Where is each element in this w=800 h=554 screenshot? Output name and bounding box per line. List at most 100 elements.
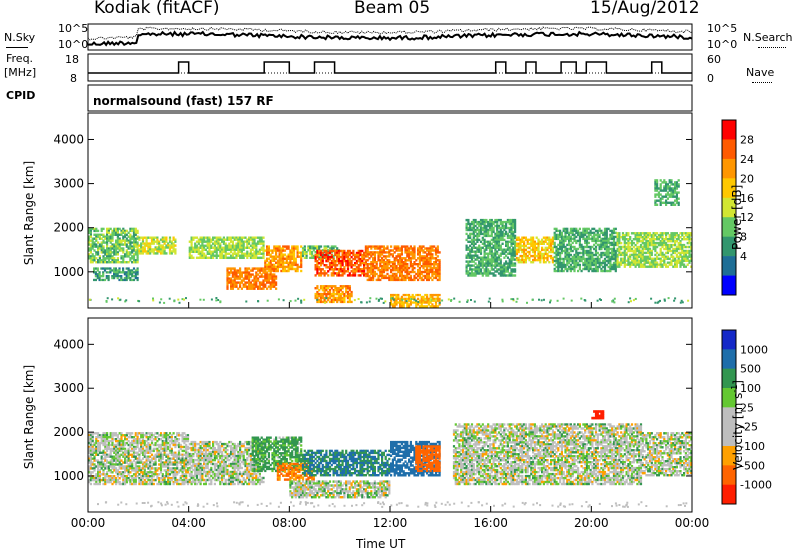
cell-power: [267, 281, 270, 284]
cell-power: [519, 258, 522, 262]
cell-power: [221, 256, 224, 259]
cell-power: [472, 272, 475, 275]
cell-power: [97, 259, 100, 262]
cell-power: [496, 246, 499, 249]
cell-power: [291, 265, 294, 269]
cell-power: [105, 267, 108, 270]
cell-power: [136, 276, 139, 280]
cell-power: [479, 264, 483, 267]
cell-power: [549, 301, 551, 304]
cell-power: [91, 257, 94, 260]
cell-power: [404, 247, 407, 250]
cell-power: [226, 244, 229, 247]
cell-power: [508, 240, 511, 243]
cell-power: [465, 246, 468, 249]
cell-power: [557, 253, 560, 257]
cell-power: [188, 248, 191, 251]
cell-power: [404, 268, 407, 272]
cell-power: [636, 255, 639, 258]
cell-power: [197, 240, 200, 243]
cell-power: [321, 255, 324, 259]
cell-power: [366, 259, 369, 262]
cell-power: [91, 261, 94, 264]
cell-power: [492, 272, 495, 275]
cell-power: [107, 278, 110, 282]
cell-power: [337, 257, 341, 261]
cell-power: [670, 238, 673, 241]
cell-power: [479, 262, 483, 265]
cell-power: [107, 251, 110, 254]
cell-power: [614, 265, 617, 269]
cell-power: [337, 274, 341, 277]
cell-power: [172, 242, 175, 245]
cell-power: [341, 272, 344, 275]
cell-power: [366, 268, 369, 272]
cell-power: [251, 273, 254, 276]
cell-power: [479, 228, 483, 232]
cell-power: [573, 227, 576, 231]
cell-power: [420, 272, 423, 276]
cell-power: [213, 250, 216, 253]
cell-power: [323, 298, 326, 302]
cell-power: [497, 236, 501, 240]
cell-power: [370, 263, 373, 266]
cell-power: [677, 243, 680, 247]
cell-power: [548, 244, 551, 248]
cell-power: [600, 231, 603, 235]
cell-power: [616, 253, 619, 257]
cell-power: [596, 233, 599, 237]
cell-power: [388, 261, 391, 264]
cell-power: [109, 249, 112, 252]
cell-power: [514, 246, 517, 249]
cell-power: [577, 269, 580, 273]
cell-power: [125, 276, 128, 280]
cell-power: [600, 251, 603, 255]
cell-power: [226, 273, 229, 276]
cell-power: [397, 261, 400, 264]
cell-power: [497, 224, 501, 228]
cell-power: [537, 248, 540, 252]
cell-power: [422, 278, 425, 282]
cell-power: [479, 272, 483, 275]
cell-power: [639, 253, 643, 257]
cell-power: [400, 257, 403, 260]
cell-power: [514, 222, 517, 226]
cell-power: [418, 266, 421, 270]
cell-power: [122, 257, 125, 260]
cell-power: [659, 241, 662, 245]
cell-power: [411, 293, 414, 297]
cell-power: [535, 258, 538, 262]
cell-power: [603, 239, 607, 243]
cell-power: [230, 267, 233, 270]
cell-power: [406, 265, 409, 268]
cell-power: [201, 246, 204, 249]
cell-power: [125, 237, 128, 240]
cell-power: [652, 234, 655, 237]
cell-power: [521, 248, 524, 252]
cell-power: [337, 287, 341, 290]
cell-power: [107, 261, 110, 264]
cell-power: [541, 246, 544, 250]
cell-power: [573, 245, 576, 249]
cell-power: [242, 236, 245, 239]
cell-power: [386, 261, 389, 264]
cell-power: [397, 245, 400, 248]
cell-power: [408, 297, 411, 300]
cell-power: [222, 236, 225, 239]
cell-power: [255, 281, 258, 284]
cell-power: [379, 247, 382, 250]
cell-power: [203, 244, 206, 247]
cell-power: [469, 256, 472, 259]
cell-power: [598, 257, 601, 261]
cell-power: [474, 270, 477, 273]
cell-power: [424, 268, 427, 272]
cell-power: [625, 245, 628, 249]
cell-power: [391, 305, 394, 308]
cell-power: [136, 257, 139, 260]
cell-power: [652, 241, 655, 245]
cell-power: [406, 297, 409, 300]
cpid-label: CPID: [6, 89, 36, 102]
cell-power: [271, 283, 274, 286]
cell-power: [611, 231, 614, 235]
